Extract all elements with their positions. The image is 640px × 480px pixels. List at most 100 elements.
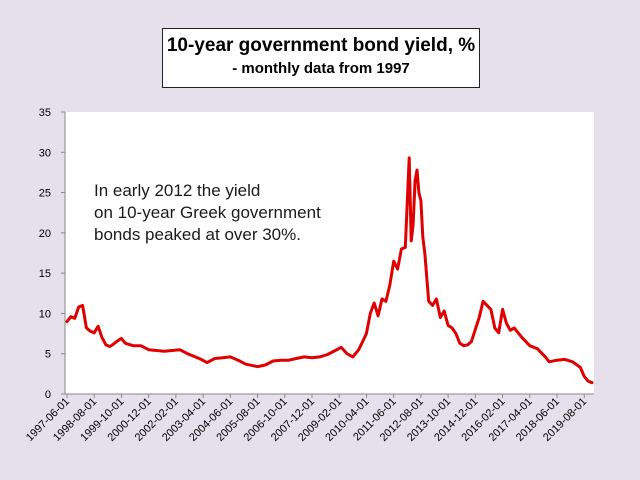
data-point <box>408 157 410 159</box>
data-point <box>179 349 181 351</box>
data-point <box>155 349 157 352</box>
data-point <box>587 380 589 382</box>
data-point <box>455 333 457 335</box>
series-line <box>65 156 594 385</box>
data-point <box>101 337 103 339</box>
data-point <box>414 179 416 182</box>
data-point <box>206 362 208 364</box>
plot-area <box>65 112 594 394</box>
data-point <box>222 357 224 359</box>
data-point <box>439 316 441 319</box>
data-point <box>109 345 111 348</box>
y-tick-label: 20 <box>39 228 51 240</box>
data-point <box>591 382 593 384</box>
data-point <box>404 246 406 248</box>
data-point <box>200 358 202 360</box>
data-point <box>490 308 492 310</box>
data-point <box>264 364 266 366</box>
annotation-line-3: bonds peaked at over 30%. <box>94 225 301 244</box>
data-point <box>253 365 255 367</box>
data-point <box>420 200 422 202</box>
y-tick-label: 5 <box>45 349 51 361</box>
y-tick-label: 15 <box>39 268 51 280</box>
data-point <box>373 302 375 304</box>
data-point <box>474 328 476 331</box>
data-point <box>303 356 305 358</box>
data-point <box>346 353 348 355</box>
data-point <box>124 342 126 344</box>
chart-subtitle: - monthly data from 1997 <box>232 60 410 77</box>
data-point <box>498 332 500 334</box>
data-point <box>494 327 496 329</box>
data-point <box>389 284 391 286</box>
data-point <box>521 337 523 339</box>
data-point <box>229 356 231 358</box>
data-point <box>486 304 488 306</box>
data-point <box>319 356 321 358</box>
data-point <box>393 260 395 262</box>
data-point <box>463 345 465 347</box>
data-point <box>105 344 107 346</box>
data-point <box>556 359 558 361</box>
x-axis: 1997-06-011998-08-011999-10-012000-12-01… <box>24 393 594 444</box>
data-point <box>311 357 313 359</box>
data-point <box>70 316 72 318</box>
y-tick-label: 35 <box>39 107 51 119</box>
chart-title-box: 10-year government bond yield, % - month… <box>162 28 480 88</box>
data-point <box>97 325 99 327</box>
data-point <box>451 327 453 329</box>
data-point <box>288 359 290 361</box>
data-point <box>381 298 383 300</box>
data-point <box>482 300 484 302</box>
data-point <box>82 304 84 306</box>
data-point <box>352 356 354 358</box>
data-point <box>579 366 581 368</box>
data-point <box>148 349 150 351</box>
data-point <box>334 349 336 352</box>
data-point <box>385 300 387 302</box>
data-point <box>467 344 469 346</box>
data-point <box>478 316 480 319</box>
data-point <box>470 341 472 343</box>
data-point <box>529 345 531 347</box>
data-point <box>377 315 379 317</box>
data-point <box>502 308 504 310</box>
data-point <box>400 248 402 250</box>
data-point <box>245 363 247 365</box>
data-point <box>74 317 76 319</box>
data-point <box>117 340 119 342</box>
annotation-line-1: In early 2012 the yield <box>94 181 261 200</box>
data-point <box>140 345 142 347</box>
data-point <box>422 236 424 238</box>
data-point <box>132 345 134 347</box>
data-point <box>564 358 566 360</box>
chart-title: 10-year government bond yield, % <box>166 35 476 56</box>
data-point <box>66 320 68 323</box>
data-point <box>418 192 420 194</box>
data-point <box>237 359 239 361</box>
data-point <box>214 357 216 360</box>
annotation-line-2: on 10-year Greek government <box>94 203 321 222</box>
data-point <box>113 343 115 345</box>
data-point <box>544 356 546 358</box>
data-point <box>120 337 122 339</box>
data-point <box>365 333 367 335</box>
data-point <box>447 324 449 327</box>
data-point <box>537 348 539 350</box>
data-point <box>572 361 574 363</box>
data-point <box>194 356 196 358</box>
data-point <box>187 353 189 355</box>
data-point <box>583 375 585 377</box>
data-point <box>412 224 414 226</box>
data-point <box>89 330 91 332</box>
data-point <box>78 306 80 308</box>
series-layer <box>65 156 594 385</box>
data-point <box>369 312 371 314</box>
data-point <box>397 268 399 270</box>
data-point <box>85 327 87 329</box>
data-point <box>424 252 426 254</box>
data-point <box>272 360 274 362</box>
data-point <box>416 169 418 171</box>
y-tick-label: 10 <box>39 308 51 320</box>
